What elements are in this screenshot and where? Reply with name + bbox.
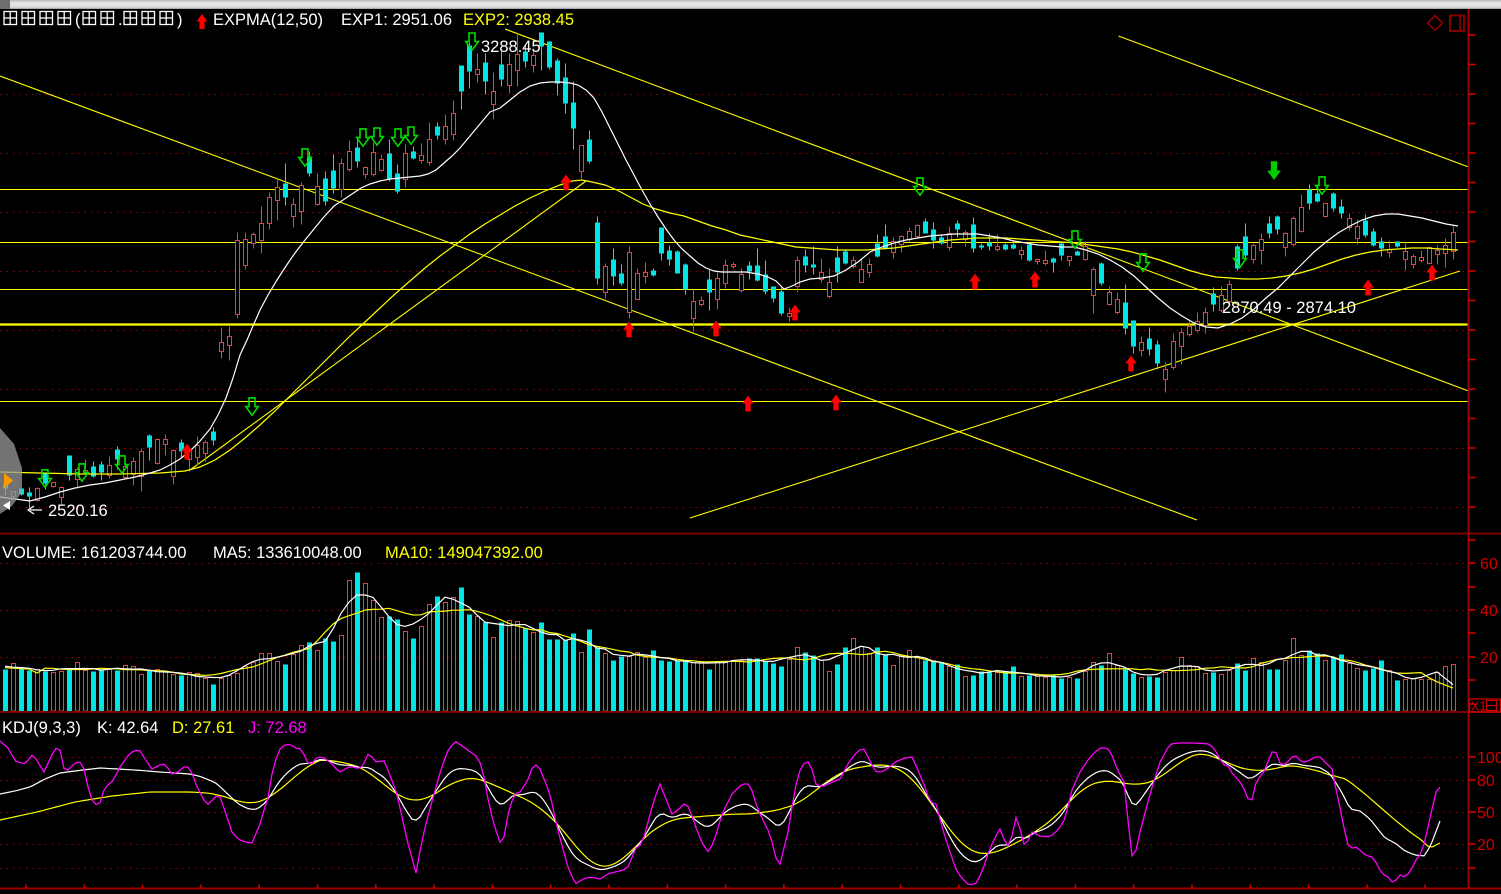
svg-text:J: 72.68: J: 72.68 (248, 719, 307, 737)
svg-text:KDJ(9,3,3): KDJ(9,3,3) (2, 719, 81, 737)
svg-text:.: . (118, 11, 123, 29)
svg-text:2870.49 - 2874.10: 2870.49 - 2874.10 (1222, 299, 1356, 317)
svg-text:20: 20 (1480, 650, 1498, 667)
svg-text:VOLUME: 161203744.00: VOLUME: 161203744.00 (2, 544, 186, 562)
svg-text:(: ( (75, 11, 81, 29)
svg-text:): ) (177, 11, 183, 29)
svg-text:20: 20 (1477, 837, 1495, 854)
svg-text:K: 42.64: K: 42.64 (97, 719, 158, 737)
svg-text:EXP2: 2938.45: EXP2: 2938.45 (463, 11, 574, 29)
svg-text:100: 100 (1477, 750, 1501, 767)
svg-text:50: 50 (1477, 805, 1495, 822)
svg-text:EXPMA(12,50): EXPMA(12,50) (213, 11, 323, 29)
svg-text:60: 60 (1480, 556, 1498, 573)
svg-text:D: 27.61: D: 27.61 (172, 719, 234, 737)
svg-text:MA10: 149047392.00: MA10: 149047392.00 (385, 544, 543, 562)
svg-text:EXP1: 2951.06: EXP1: 2951.06 (341, 11, 452, 29)
svg-text:80: 80 (1477, 773, 1495, 790)
svg-text:X1: X1 (1471, 700, 1486, 714)
svg-text:3288.45: 3288.45 (481, 38, 541, 56)
svg-text:2520.16: 2520.16 (48, 502, 108, 520)
svg-text:40: 40 (1480, 603, 1498, 620)
svg-text:MA5: 133610048.00: MA5: 133610048.00 (213, 544, 362, 562)
